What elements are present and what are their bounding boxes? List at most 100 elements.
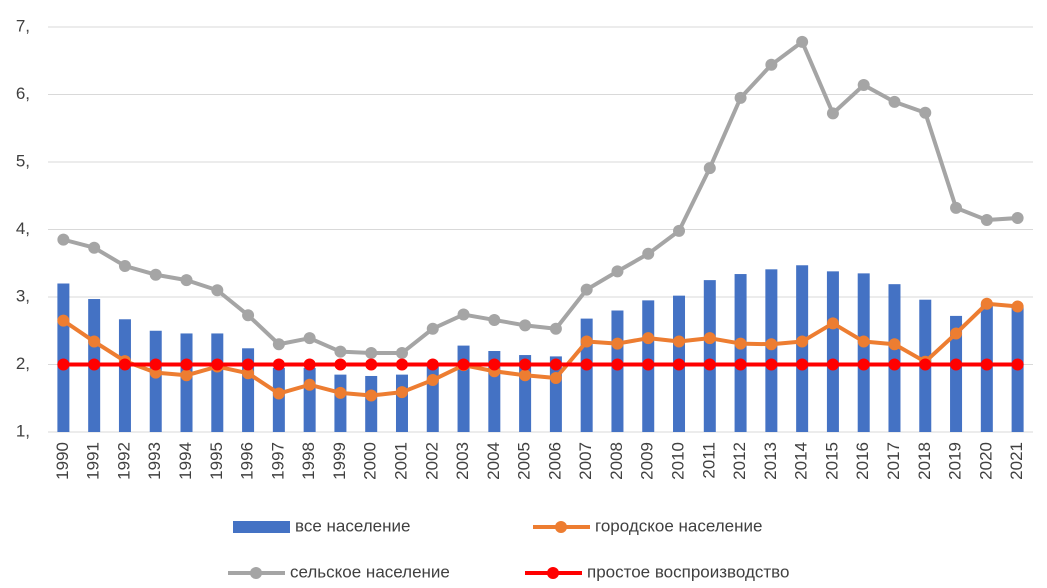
marker [334, 358, 347, 371]
marker [703, 162, 716, 175]
marker [980, 358, 993, 371]
marker [1011, 358, 1024, 371]
marker [272, 338, 285, 351]
marker [365, 389, 378, 402]
x-tick-label: 2021 [1007, 442, 1026, 480]
marker [734, 337, 747, 350]
marker [549, 322, 562, 335]
marker [57, 314, 70, 327]
marker [765, 358, 778, 371]
legend-label: все население [295, 516, 410, 535]
marker [272, 387, 285, 400]
marker [395, 386, 408, 399]
x-tick-label: 1997 [268, 442, 287, 480]
marker [765, 338, 778, 351]
y-tick-label: 4, [16, 219, 30, 238]
marker [488, 313, 501, 326]
x-tick-label: 2000 [361, 442, 380, 480]
marker [519, 358, 532, 371]
bar [149, 330, 162, 432]
x-tick-label: 2005 [515, 442, 534, 480]
marker [580, 335, 593, 348]
bar [857, 273, 870, 432]
marker [365, 358, 378, 371]
line [62, 39, 1018, 356]
legend-swatch [547, 567, 559, 579]
marker [673, 335, 686, 348]
marker [88, 358, 101, 371]
x-tick-label: 2008 [607, 442, 626, 480]
bar [272, 367, 285, 432]
marker [950, 358, 963, 371]
marker [826, 107, 839, 120]
bar [180, 333, 193, 432]
marker [580, 283, 593, 296]
bar [888, 284, 901, 432]
marker [426, 322, 439, 335]
x-tick-label: 1995 [207, 442, 226, 480]
y-tick-label: 3, [16, 286, 30, 305]
marker [888, 358, 901, 371]
bar [826, 271, 839, 432]
y-tick-label: 5, [16, 151, 30, 170]
bar [703, 280, 716, 432]
marker [549, 372, 562, 384]
x-tick-label: 2014 [792, 442, 811, 480]
marker [118, 259, 131, 272]
marker [826, 317, 839, 330]
marker [857, 358, 870, 371]
legend-swatch [555, 521, 567, 533]
marker [703, 332, 716, 345]
marker [826, 358, 839, 371]
x-tick-label: 2002 [422, 442, 441, 480]
marker [980, 214, 993, 227]
marker [457, 308, 470, 321]
x-tick-label: 2004 [484, 442, 503, 480]
bar [118, 319, 131, 432]
marker [426, 358, 439, 371]
marker [180, 274, 193, 287]
marker [1011, 212, 1024, 225]
x-tick-label: 1992 [114, 442, 133, 480]
marker [303, 358, 316, 371]
bar [57, 283, 70, 432]
marker [611, 265, 624, 278]
marker [57, 233, 70, 246]
marker [642, 247, 655, 260]
x-tick-label: 2009 [638, 442, 657, 480]
x-tick-label: 2012 [730, 442, 749, 480]
marker [272, 358, 285, 371]
marker [950, 327, 963, 340]
x-tick-label: 2007 [576, 442, 595, 480]
x-tick-label: 2013 [761, 442, 780, 480]
marker [118, 358, 131, 371]
legend-swatch [233, 521, 290, 533]
x-tick-label: 1998 [299, 442, 318, 480]
marker [1011, 300, 1024, 313]
marker [857, 79, 870, 92]
bar [334, 374, 347, 432]
marker [673, 358, 686, 371]
x-tick-label: 2003 [453, 442, 472, 480]
marker [211, 358, 224, 371]
marker [242, 358, 255, 371]
marker [888, 338, 901, 351]
bar [796, 265, 809, 432]
marker [242, 309, 255, 322]
line [62, 301, 1018, 398]
marker [334, 386, 347, 399]
marker [673, 224, 686, 237]
marker [519, 319, 532, 332]
x-tick-label: 1994 [176, 442, 195, 480]
x-tick-label: 1999 [330, 442, 349, 480]
legend-label: простое воспроизводство [587, 562, 789, 581]
bar [211, 333, 224, 432]
y-tick-label: 6, [16, 84, 30, 103]
x-tick-label: 2020 [976, 442, 995, 480]
marker [519, 369, 532, 382]
x-tick-label: 2006 [545, 442, 564, 480]
marker [734, 358, 747, 371]
bar [303, 367, 316, 432]
marker [242, 367, 255, 380]
marker [919, 106, 932, 119]
